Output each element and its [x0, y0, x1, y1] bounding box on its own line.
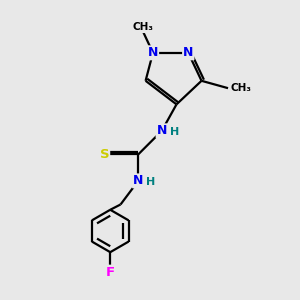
Text: S: S — [100, 148, 109, 161]
Text: H: H — [169, 127, 179, 137]
Text: CH₃: CH₃ — [132, 22, 153, 32]
Text: N: N — [133, 174, 143, 188]
Text: N: N — [157, 124, 167, 137]
Text: H: H — [146, 177, 155, 188]
Text: CH₃: CH₃ — [230, 83, 251, 93]
Text: F: F — [106, 266, 115, 279]
Text: N: N — [148, 46, 158, 59]
Text: N: N — [183, 46, 194, 59]
